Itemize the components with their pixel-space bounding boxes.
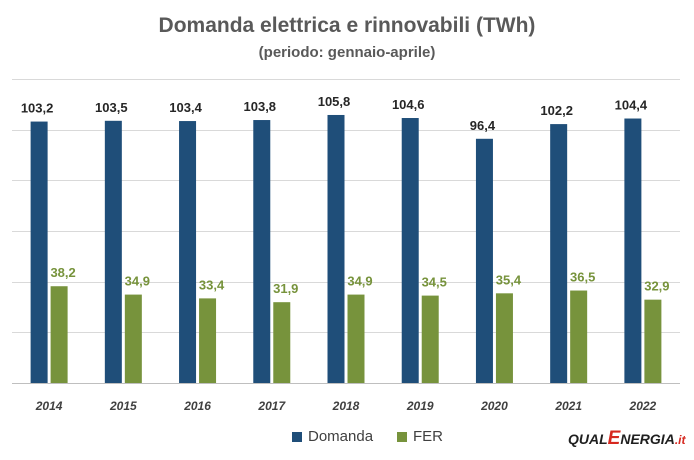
legend-swatch-fer [397,431,407,442]
bar-fer-2015 [124,294,142,383]
x-tick-label-2019: 2019 [406,399,434,413]
x-tick-label-2016: 2016 [183,399,211,413]
data-label-fer-2022: 32,9 [644,279,669,294]
bar-domanda-2017 [253,120,271,383]
x-tick-label-2022: 2022 [629,399,657,413]
bar-domanda-2020 [475,138,493,383]
data-label-fer-2015: 34,9 [125,274,150,289]
x-tick-label-2021: 2021 [554,399,582,413]
data-label-fer-2020: 35,4 [496,272,522,287]
x-tick-label-2015: 2015 [109,399,137,413]
bar-domanda-2015 [104,120,122,384]
bar-fer-2018 [347,294,365,383]
bar-domanda-2016 [179,121,197,383]
data-label-fer-2019: 34,5 [422,275,447,290]
bar-fer-2020 [495,293,513,383]
data-label-domanda-2017: 103,8 [244,99,277,114]
bar-fer-2017 [273,302,291,383]
bar-domanda-2021 [550,124,568,384]
data-label-domanda-2014: 103,2 [21,101,54,116]
data-label-domanda-2015: 103,5 [95,100,128,115]
data-label-domanda-2019: 104,6 [392,97,425,112]
data-label-domanda-2020: 96,4 [470,118,496,133]
legend-item-domanda: Domanda [292,428,373,445]
chart-title: Domanda elettrica e rinnovabili (TWh) [158,14,536,37]
data-label-fer-2021: 36,5 [570,270,595,285]
bar-domanda-2022 [624,118,642,384]
chart-subtitle: (periodo: gennaio-aprile) [258,44,436,61]
bar-domanda-2018 [327,114,345,384]
data-label-domanda-2021: 102,2 [540,103,573,118]
bar-fer-2019 [421,295,439,383]
bar-domanda-2014 [30,121,48,383]
x-tick-label-2017: 2017 [257,399,286,413]
x-tick-label-2018: 2018 [332,399,360,413]
bar-fer-2014 [50,286,68,383]
bar-fer-2022 [644,299,662,383]
legend-label-domanda: Domanda [308,428,374,445]
data-label-domanda-2016: 103,4 [169,100,202,115]
qualenergia-logo: QUALENERGIA.it [568,428,686,449]
x-tick-label-2020: 2020 [480,399,508,413]
data-label-domanda-2018: 105,8 [318,94,351,109]
data-label-domanda-2022: 104,4 [615,98,648,113]
bar-domanda-2019 [401,118,419,383]
legend: Domanda FER [0,428,694,448]
legend-swatch-domanda [292,431,302,442]
legend-label-fer: FER [413,428,443,445]
data-label-fer-2017: 31,9 [273,281,298,296]
data-label-fer-2016: 33,4 [199,277,225,292]
data-label-fer-2018: 34,9 [347,274,372,289]
x-tick-label-2014: 2014 [35,399,63,413]
legend-item-fer: FER [397,428,443,445]
bar-fer-2021 [570,290,588,383]
bar-fer-2016 [199,298,217,383]
data-label-fer-2014: 38,2 [50,265,75,280]
